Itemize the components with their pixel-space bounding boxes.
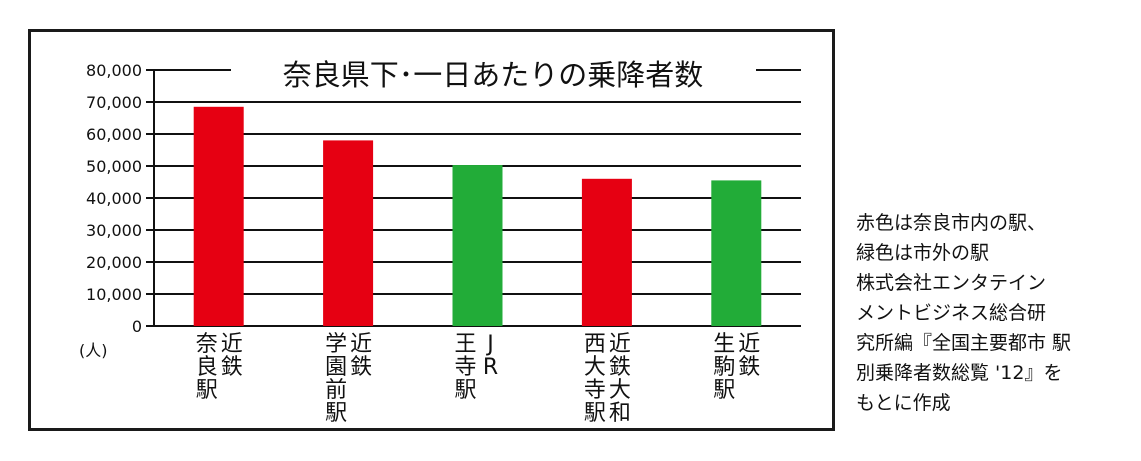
x-tick-label-station: 駅 [196,378,218,403]
y-axis-unit-label: (人) [79,341,108,360]
x-tick-label-operator: 近 [609,332,631,357]
x-tick-label-operator: 鉄 [350,355,372,380]
bar [193,106,244,326]
title-background [231,50,756,98]
chart-title: 奈良県下･一日あたりの乗降者数 [283,58,704,92]
x-tick-label-station: 西 [584,332,606,357]
y-axis: 0 10,000 20,000 30,000 40,000 50,000 60,000 70,… [86,61,155,336]
x-tick-label-operator: 和 [609,401,631,426]
x-tick-label-operator: 近 [350,332,372,357]
bar [711,180,762,326]
x-tick-label-station: 王 [454,332,476,357]
bar [452,165,503,326]
y-tick-label: 70,000 [86,93,142,112]
bar [581,178,632,326]
x-tick-label-operator: 近 [221,332,243,357]
x-tick-label-station: 寺 [454,355,476,380]
note-line: もとに作成 [856,392,951,414]
bar-chart: 0 10,000 20,000 30,000 40,000 50,000 60,000 70,… [79,50,801,426]
x-tick-label-operator: R [483,355,498,380]
x-tick-label-station: 寺 [584,378,606,403]
chart-frame: 0 10,000 20,000 30,000 40,000 50,000 60,000 70,… [28,29,835,431]
x-tick-label-station: 良 [196,355,218,380]
x-tick-label-station: 奈 [196,332,218,357]
x-tick-label-station: 駒 [713,355,735,380]
y-tick-label: 50,000 [86,157,142,176]
source-note: 赤色は奈良市内の駅、 緑色は市外の駅 株式会社エンタテイン メントビジネス総合研… [856,208,1141,418]
x-tick-label-station: 学 [325,332,347,357]
bar [323,140,374,326]
x-tick-label-station: 駅 [325,401,347,426]
x-tick-label-station: 駅 [584,401,606,426]
x-tick-label-operator: 大 [609,378,631,403]
y-tick-label: 0 [132,317,142,336]
x-tick-label-station: 大 [584,355,606,380]
note-line: 緑色は市外の駅 [856,242,990,264]
note-line: 別乗降者数総覧 '12』を [856,362,1063,384]
x-tick-label-operator: 鉄 [221,355,243,380]
y-tick-label: 60,000 [86,125,142,144]
x-tick-label-operator: 近 [738,332,760,357]
x-tick-label-operator: 鉄 [609,355,631,380]
y-tick-label: 80,000 [86,61,142,80]
y-tick-label: 10,000 [86,285,142,304]
bars [193,106,762,326]
x-tick-label-station: 生 [713,332,735,357]
y-tick-label: 30,000 [86,221,142,240]
x-tick-label-station: 園 [325,355,347,380]
x-tick-label-station: 駅 [454,378,476,403]
x-tick-label-operator: 鉄 [738,355,760,380]
x-tick-label-station: 前 [325,378,347,403]
note-line: 株式会社エンタテイン [856,272,1047,294]
y-tick-label: 40,000 [86,189,142,208]
note-line: 究所編『全国主要都市 駅 [856,332,1072,354]
note-line: メントビジネス総合研 [856,302,1047,324]
note-line: 赤色は奈良市内の駅、 [856,212,1047,234]
x-tick-label-station: 駅 [713,378,735,403]
y-tick-label: 20,000 [86,253,142,272]
x-tick-label-operator: J [485,332,494,357]
